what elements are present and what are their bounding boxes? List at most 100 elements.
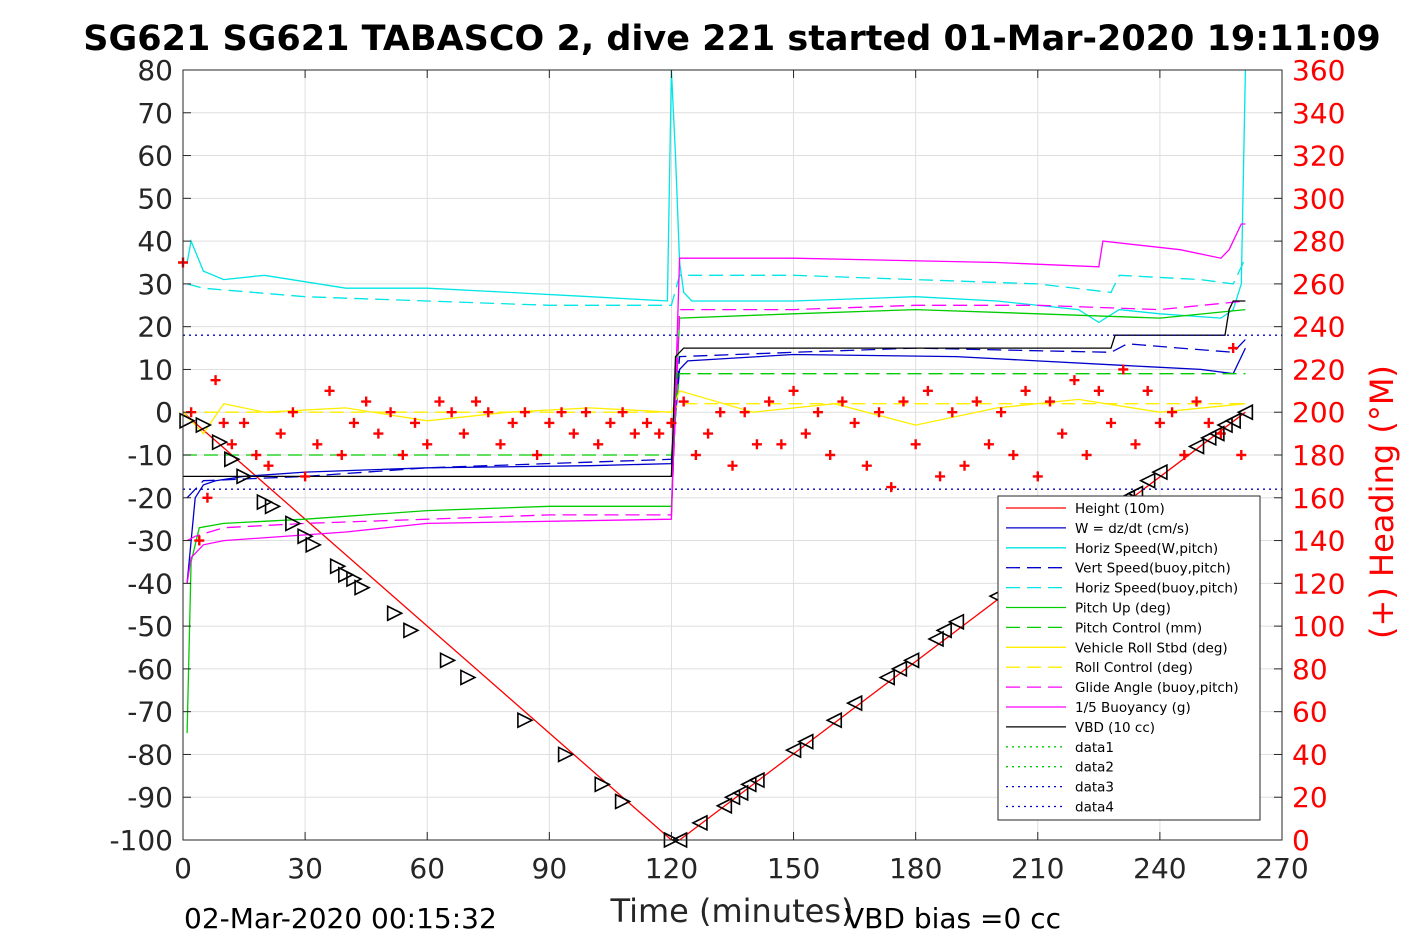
heading-marker: [202, 492, 213, 503]
left-tick-label: 80: [137, 54, 173, 87]
vbd-bias-label: VBD bias =0 cc: [845, 902, 1061, 935]
heading-marker: [654, 428, 665, 439]
heading-marker: [715, 407, 726, 418]
footer-timestamp: 02-Mar-2020 00:15:32: [184, 902, 497, 935]
left-tick-label: 0: [155, 396, 173, 429]
height-marker: [825, 711, 843, 729]
height-marker: [902, 652, 920, 669]
heading-marker: [874, 407, 885, 418]
left-tick-label: -20: [127, 482, 173, 515]
left-tick-label: 40: [137, 225, 173, 258]
heading-marker: [739, 407, 750, 418]
heading-marker: [1167, 407, 1178, 418]
heading-marker: [898, 396, 909, 407]
height-marker: [195, 416, 213, 434]
heading-marker: [532, 450, 543, 460]
heading-marker: [239, 417, 250, 428]
legend: Height (10m) W = dz/dt (cm/s) Horiz Speed(…: [997, 495, 1261, 821]
height-marker: [748, 771, 765, 789]
left-axis-ticks: 80 70 60 50 40 30 20 10 0 -10 -20 -30 -40 -50 -60 -70 -8…: [109, 54, 191, 857]
heading-marker: [886, 482, 897, 493]
heading-marker: [812, 407, 823, 418]
chart-title: SG621 SG621 TABASCO 2, dive 221 started …: [83, 19, 1380, 59]
heading-marker: [837, 396, 848, 407]
legend-label: Pitch Control (mm): [1075, 620, 1202, 636]
right-tick-label: 300: [1292, 182, 1345, 215]
left-tick-label: -80: [127, 738, 173, 771]
right-tick-label: 120: [1292, 567, 1345, 600]
heading-marker: [751, 439, 762, 450]
heading-marker: [226, 439, 237, 450]
legend-label: Roll Control (deg): [1075, 660, 1193, 676]
height-marker: [723, 788, 741, 806]
height-marker: [557, 746, 575, 763]
heading-marker: [690, 450, 701, 460]
heading-marker: [788, 385, 799, 396]
series-line: [186, 69, 1247, 324]
height-marker: [285, 515, 302, 532]
heading-marker: [275, 428, 286, 439]
bottom-tick-label: 180: [889, 852, 942, 885]
bottom-tick-label: 210: [1011, 852, 1064, 885]
left-tick-label: 20: [137, 311, 173, 344]
height-marker: [297, 527, 314, 545]
bottom-tick-label: 90: [532, 852, 568, 885]
heading-marker: [605, 417, 616, 428]
left-tick-label: 60: [137, 140, 173, 173]
heading-marker: [348, 417, 359, 428]
heading-marker: [971, 396, 982, 407]
series-line: [186, 257, 1246, 306]
height-marker: [1236, 403, 1254, 421]
right-axis-ticks: 3603403203002802602402202001801601401201…: [1274, 54, 1345, 857]
bottom-tick-label: 150: [767, 852, 820, 885]
series-line: [186, 339, 1246, 499]
legend-label: Horiz Speed(W,pitch): [1075, 541, 1218, 557]
heading-marker: [495, 439, 506, 450]
heading-marker: [1179, 450, 1190, 460]
legend-label: W = dz/dt (cm/s): [1075, 521, 1189, 537]
heading-marker: [312, 439, 323, 450]
height-marker: [236, 468, 253, 485]
heading-marker: [422, 439, 433, 450]
right-tick-label: 80: [1292, 653, 1328, 686]
series-line: [183, 373, 1246, 456]
right-tick-label: 340: [1292, 97, 1345, 130]
heading-marker: [703, 428, 714, 439]
height-marker: [935, 622, 952, 639]
height-marker: [1216, 416, 1233, 434]
height-marker: [211, 433, 229, 451]
heading-marker: [764, 396, 775, 407]
left-tick-label: -10: [127, 439, 173, 472]
height-marker: [731, 784, 749, 802]
height-marker: [947, 613, 965, 631]
heading-marker: [1044, 396, 1055, 407]
heading-marker: [1236, 450, 1247, 460]
legend-label: data1: [1075, 740, 1114, 756]
heading-marker: [617, 407, 628, 418]
heading-marker: [361, 396, 372, 407]
bottom-tick-label: 0: [174, 852, 192, 885]
heading-marker: [666, 417, 677, 428]
heading-markers: [178, 257, 1247, 546]
x-axis-label: Time (minutes): [610, 892, 854, 930]
left-tick-label: -60: [127, 653, 173, 686]
legend-label: Vert Speed(buoy,pitch): [1075, 561, 1231, 577]
height-marker: [224, 450, 241, 468]
height-marker: [739, 776, 757, 793]
heading-marker: [1069, 375, 1080, 386]
left-tick-label: -40: [127, 567, 173, 600]
height-marker: [890, 660, 908, 678]
height-marker: [460, 669, 477, 686]
legend-label: data2: [1075, 760, 1114, 776]
left-tick-label: 30: [137, 268, 173, 301]
left-tick-label: -90: [127, 781, 173, 814]
series-line: [186, 308, 1246, 734]
heading-marker: [776, 439, 787, 450]
right-tick-label: 260: [1292, 268, 1345, 301]
heading-marker: [1093, 385, 1104, 396]
heading-marker: [593, 439, 604, 450]
right-tick-label: 360: [1292, 54, 1345, 87]
heading-marker: [287, 407, 298, 418]
right-tick-label: 160: [1292, 482, 1345, 515]
height-marker: [1151, 463, 1168, 481]
